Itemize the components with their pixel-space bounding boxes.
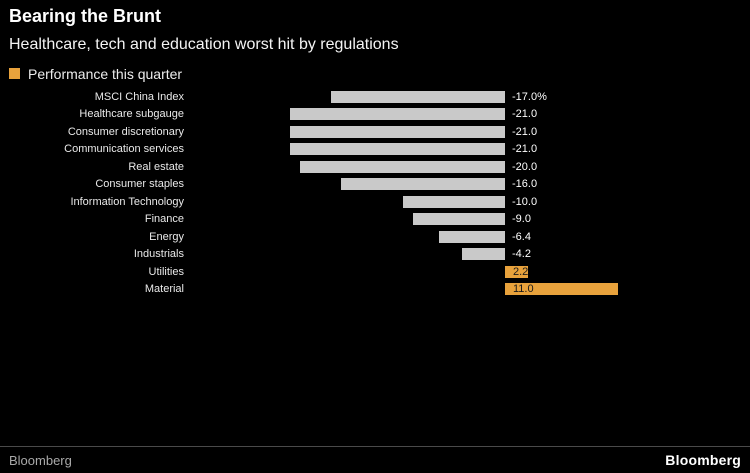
category-label: Energy [149,230,184,243]
value-label: -21.0 [512,143,538,156]
chart-header: Bearing the Brunt Healthcare, tech and e… [0,0,750,54]
chart-legend: Performance this quarter [0,54,750,82]
bar [505,265,528,278]
legend-label: Performance this quarter [28,65,183,82]
bar-chart: MSCI China Index -17.0% Healthcare subgaug… [0,88,750,298]
chart-row: Utilities 2.2 [0,263,750,281]
category-label: Consumer staples [95,178,184,191]
value-label: -21.0 [512,125,538,138]
page-subtitle: Healthcare, tech and education worst hit… [9,35,399,53]
bar [402,195,505,208]
value-label: -4.2 [512,248,531,261]
category-label: Utilities [148,265,184,278]
category-label: Finance [144,213,184,226]
value-label: -20.0 [512,160,538,173]
bar [300,160,505,173]
category-label: Consumer discretionary [67,125,184,138]
value-label: -21.0 [512,108,538,121]
chart-row: Material 11.0 [0,281,750,299]
bar [341,178,505,191]
source-credit: Bloomberg [9,452,72,468]
category-label: Communication services [64,143,184,156]
category-label: Industrials [133,248,184,261]
bar [290,125,505,138]
chart-row: Consumer discretionary -21.0 [0,123,750,141]
page-title: Bearing the Brunt [9,6,162,26]
category-label: Information Technology [70,195,184,208]
chart-row: Real estate -20.0 [0,158,750,176]
value-label: 2.2 [513,265,529,278]
value-label: -6.4 [512,230,531,243]
chart-row: MSCI China Index -17.0% [0,88,750,106]
value-label: -17.0% [512,90,547,103]
bar [439,230,505,243]
value-label: -9.0 [512,213,531,226]
category-label: Healthcare subgauge [79,108,184,121]
category-label: Material [144,283,184,296]
category-label: MSCI China Index [94,90,184,103]
chart-row: Information Technology -10.0 [0,193,750,211]
chart-row: Finance -9.0 [0,211,750,229]
bloomberg-logo: Bloomberg [665,452,741,468]
chart-row: Industrials -4.2 [0,246,750,264]
bar [330,90,505,103]
value-label: 11.0 [513,283,534,296]
chart-row: Consumer staples -16.0 [0,176,750,194]
chart-footer: Bloomberg Bloomberg [0,446,750,473]
bar [412,213,505,226]
chart-row: Energy -6.4 [0,228,750,246]
bar [462,248,505,261]
bar [290,108,505,121]
chart-row: Communication services -21.0 [0,141,750,159]
legend-swatch-icon [9,68,20,80]
bar [290,143,505,156]
value-label: -16.0 [512,178,538,191]
chart-row: Healthcare subgauge -21.0 [0,106,750,124]
value-label: -10.0 [512,195,538,208]
category-label: Real estate [128,160,184,173]
bar [505,283,618,296]
